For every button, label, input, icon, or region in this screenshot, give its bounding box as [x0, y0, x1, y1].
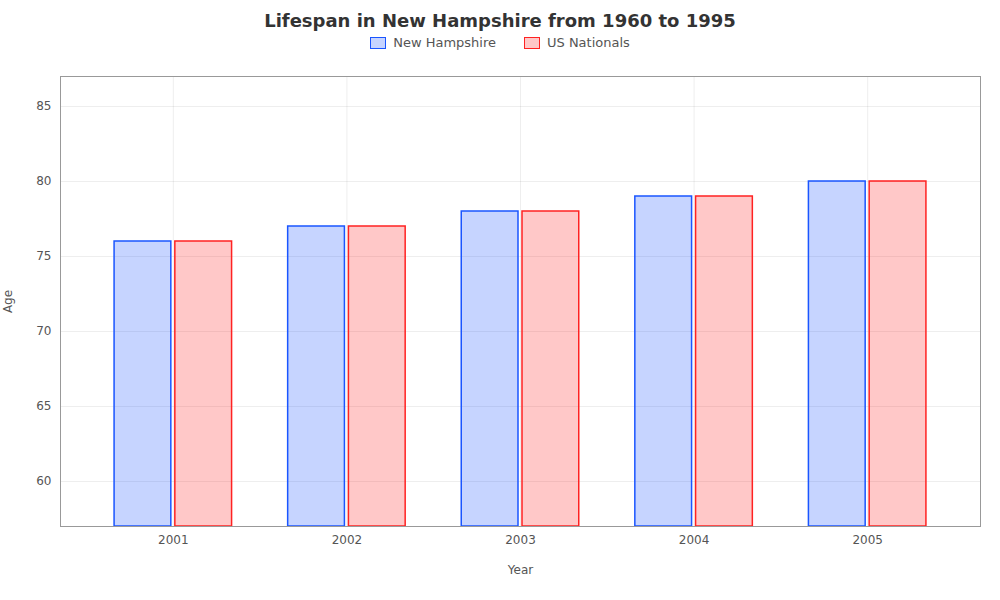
svg-text:75: 75 — [36, 249, 51, 263]
svg-text:Year: Year — [507, 563, 533, 577]
html-text:New Hampshire: New Hampshire — [393, 35, 496, 50]
svg-text:2002: 2002 — [332, 533, 363, 547]
svg-text:80: 80 — [36, 174, 51, 188]
svg-text:2005: 2005 — [852, 533, 883, 547]
svg-text:2001: 2001 — [158, 533, 189, 547]
svg-text:Age: Age — [1, 290, 15, 313]
svg-text:65: 65 — [36, 399, 51, 413]
svg-text:2003: 2003 — [505, 533, 536, 547]
svg-text:2004: 2004 — [679, 533, 710, 547]
svg-text:60: 60 — [36, 474, 51, 488]
html-text:Lifespan in New Hampshire from: Lifespan in New Hampshire from 1960 to 1… — [264, 10, 736, 31]
svg-text:85: 85 — [36, 99, 51, 113]
html-text:US Nationals: US Nationals — [547, 35, 630, 50]
svg-text:70: 70 — [36, 324, 51, 338]
